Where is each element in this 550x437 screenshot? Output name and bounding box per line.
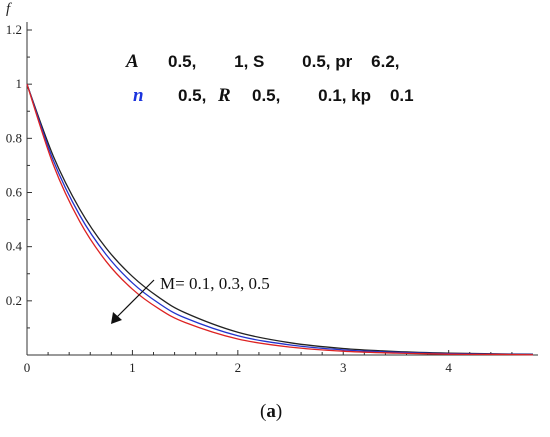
x-tick-label: 4: [445, 360, 452, 375]
figure-caption: (a): [260, 401, 282, 422]
curves: [26, 83, 534, 356]
series-line-2: [26, 83, 534, 356]
y-tick-label: 1: [16, 76, 23, 91]
param-line-2: n 0.5, R 0.5, 0.1, kp 0.1: [133, 85, 414, 106]
axis-ticks: 0 1 2 3 4 0.2 0.4 0.6 0.8 1 1.2: [6, 22, 513, 375]
series-line-1: [26, 83, 534, 355]
series-line-3: [26, 83, 534, 356]
y-tick-label: 0.6: [6, 185, 23, 200]
param-line-1-text: 0.5, 1, S 0.5, pr 6.2,: [168, 52, 400, 71]
param-symbol-R: R: [217, 85, 231, 106]
param-symbol-n: n: [133, 85, 144, 106]
caption-close: ): [276, 401, 282, 422]
x-tick-label: 2: [235, 360, 242, 375]
x-tick-label: 3: [340, 360, 347, 375]
annotation-arrow-line: [115, 279, 155, 319]
y-tick-label: 1.2: [6, 22, 22, 37]
caption-letter: a: [266, 401, 276, 422]
y-tick-label: 0.4: [6, 239, 23, 254]
param-line-1: A 0.5, 1, S 0.5, pr 6.2,: [125, 51, 400, 72]
caption-open: (: [260, 401, 266, 422]
y-tick-label: 0.2: [6, 293, 22, 308]
param-line-2-text-a: 0.5,: [178, 86, 206, 105]
annotation-label: M= 0.1, 0.3, 0.5: [160, 274, 270, 293]
y-axis-label: f: [6, 1, 12, 17]
param-line-2-text-b: 0.5, 0.1, kp 0.1: [252, 86, 414, 105]
x-tick-label: 0: [24, 360, 31, 375]
param-symbol-A: A: [125, 51, 139, 72]
x-tick-label: 1: [129, 360, 136, 375]
annotation-arrowhead: [111, 312, 122, 324]
y-tick-label: 0.8: [6, 130, 22, 145]
